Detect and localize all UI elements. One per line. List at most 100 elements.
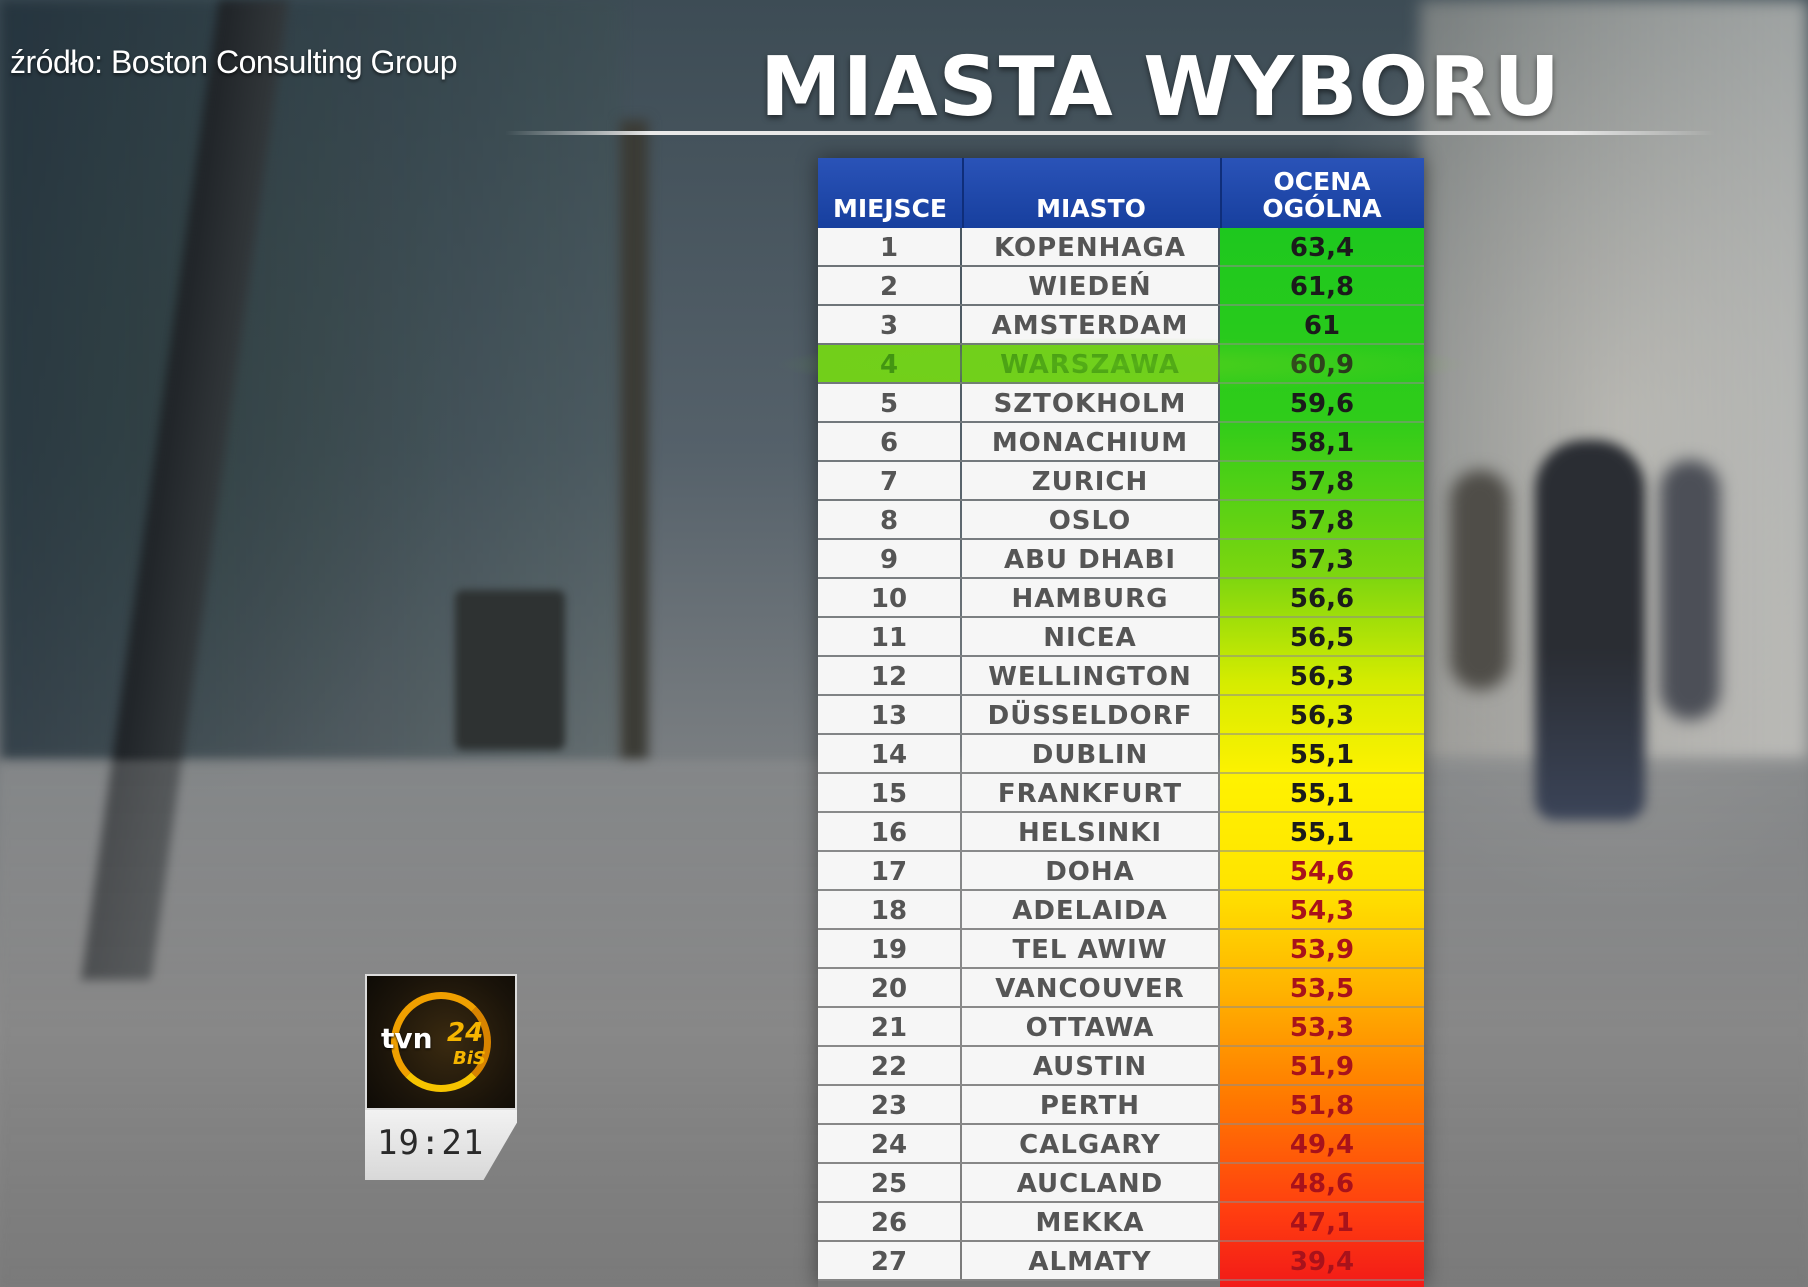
- table-row: 4 WARSZAWA 60,9: [818, 345, 1424, 384]
- score-cell: 47,1: [1289, 1208, 1355, 1238]
- city-cell: WELLINGTON: [962, 657, 1218, 694]
- row-divider: [818, 655, 1424, 657]
- row-divider: [818, 1084, 1424, 1086]
- score-cell: 56,5: [1289, 623, 1355, 653]
- logo-number: 24: [447, 1018, 484, 1048]
- score-cell: 57,3: [1289, 545, 1355, 575]
- row-divider: [818, 811, 1424, 813]
- table-header: MIEJSCE MIASTO OCENA OGÓLNA: [818, 158, 1424, 228]
- table-row: 23 PERTH 51,8: [818, 1086, 1424, 1125]
- header-score-line1: OCENA: [1273, 167, 1371, 196]
- rank-cell: 6: [818, 423, 960, 460]
- background-pedestrian: [1660, 460, 1720, 720]
- rank-cell: 19: [818, 930, 960, 967]
- row-divider: [818, 1201, 1424, 1203]
- score-cell: 51,8: [1289, 1091, 1355, 1121]
- row-divider: [818, 772, 1424, 774]
- header-score: OCENA OGÓLNA: [1220, 168, 1424, 222]
- row-divider: [818, 1123, 1424, 1125]
- score-gradient-column: [1220, 228, 1424, 1287]
- city-cell: OTTAWA: [962, 1008, 1218, 1045]
- table-row: 10 HAMBURG 56,6: [818, 579, 1424, 618]
- score-cell: 55,1: [1289, 779, 1355, 809]
- row-divider: [818, 733, 1424, 735]
- table-row: 3 AMSTERDAM 61: [818, 306, 1424, 345]
- city-cell: AMSTERDAM: [962, 306, 1218, 343]
- rank-cell: 27: [818, 1242, 960, 1279]
- table-row: 14 DUBLIN 55,1: [818, 735, 1424, 774]
- table-row: 9 ABU DHABI 57,3: [818, 540, 1424, 579]
- city-cell: PERTH: [962, 1086, 1218, 1123]
- row-divider: [818, 967, 1424, 969]
- score-cell: 61: [1303, 311, 1341, 341]
- city-cell: DÜSSELDORF: [962, 696, 1218, 733]
- background-pedestrian: [1450, 470, 1510, 690]
- rank-cell: 25: [818, 1164, 960, 1201]
- rank-cell: 23: [818, 1086, 960, 1123]
- city-cell: VANCOUVER: [962, 969, 1218, 1006]
- city-cell: WARSZAWA: [962, 345, 1218, 382]
- city-cell: OSLO: [962, 501, 1218, 538]
- table-row: 6 MONACHIUM 58,1: [818, 423, 1424, 462]
- rank-cell: 1: [818, 228, 960, 265]
- title-underline: [505, 131, 1715, 135]
- score-cell: 55,1: [1289, 740, 1355, 770]
- rank-cell: 9: [818, 540, 960, 577]
- rank-cell: 20: [818, 969, 960, 1006]
- score-cell: 57,8: [1289, 467, 1355, 497]
- score-cell: 55,1: [1289, 818, 1355, 848]
- rank-cell: 3: [818, 306, 960, 343]
- score-cell: 63,4: [1289, 233, 1355, 263]
- score-cell: 54,6: [1289, 857, 1355, 887]
- table-row: 18 ADELAIDA 54,3: [818, 891, 1424, 930]
- graphic-title: MIASTA WYBORU: [760, 40, 1561, 135]
- city-cell: CALGARY: [962, 1125, 1218, 1162]
- table-row: 21 OTTAWA 53,3: [818, 1008, 1424, 1047]
- score-cell: 51,9: [1289, 1052, 1355, 1082]
- city-cell: MONACHIUM: [962, 423, 1218, 460]
- table-row: 24 CALGARY 49,4: [818, 1125, 1424, 1164]
- row-divider: [818, 1162, 1424, 1164]
- channel-logo: tvn 24 BiS: [365, 974, 517, 1110]
- rank-cell: 13: [818, 696, 960, 733]
- background-tree-far: [620, 120, 648, 760]
- city-cell: ABU DHABI: [962, 540, 1218, 577]
- row-divider: [818, 577, 1424, 579]
- header-divider: [1220, 158, 1222, 228]
- score-cell: 53,5: [1289, 974, 1355, 1004]
- table-row: 12 WELLINGTON 56,3: [818, 657, 1424, 696]
- rank-cell: 5: [818, 384, 960, 421]
- city-cell: ALMATY: [962, 1242, 1218, 1279]
- rank-cell: 11: [818, 618, 960, 655]
- rank-cell: 14: [818, 735, 960, 772]
- table-row: 16 HELSINKI 55,1: [818, 813, 1424, 852]
- city-cell: KOPENHAGA: [962, 228, 1218, 265]
- rank-cell: 21: [818, 1008, 960, 1045]
- table-body: 1 KOPENHAGA 63,4 2 WIEDEŃ 61,8 3 AMSTERDAM 6 1 4 WA…: [773, 228, 1473, 1287]
- score-cell: 60,9: [1289, 350, 1355, 380]
- source-caption: źródło: Boston Consulting Group: [10, 44, 457, 80]
- score-cell: 56,3: [1289, 701, 1355, 731]
- score-cell: 48,6: [1289, 1169, 1355, 1199]
- row-divider: [818, 499, 1424, 501]
- table-row: 1 KOPENHAGA 63,4: [818, 228, 1424, 267]
- score-cell: 53,3: [1289, 1013, 1355, 1043]
- score-cell: 39,4: [1289, 1247, 1355, 1277]
- row-divider: [818, 694, 1424, 696]
- clock-time: 19:21: [377, 1123, 485, 1163]
- city-cell: ZURICH: [962, 462, 1218, 499]
- logo-text: tvn: [381, 1022, 433, 1055]
- score-cell: 61,8: [1289, 272, 1355, 302]
- table-row: 25 AUCLAND 48,6: [818, 1164, 1424, 1203]
- rank-cell: 18: [818, 891, 960, 928]
- score-cell: 53,9: [1289, 935, 1355, 965]
- background-trash-bin: [455, 590, 565, 750]
- city-cell: SZTOKHOLM: [962, 384, 1218, 421]
- table-row: 2 WIEDEŃ 61,8: [818, 267, 1424, 306]
- city-cell: HELSINKI: [962, 813, 1218, 850]
- score-cell: 56,6: [1289, 584, 1355, 614]
- city-cell: DUBLIN: [962, 735, 1218, 772]
- rank-cell: 12: [818, 657, 960, 694]
- logo-sub: BiS: [453, 1048, 486, 1069]
- rank-cell: 2: [818, 267, 960, 304]
